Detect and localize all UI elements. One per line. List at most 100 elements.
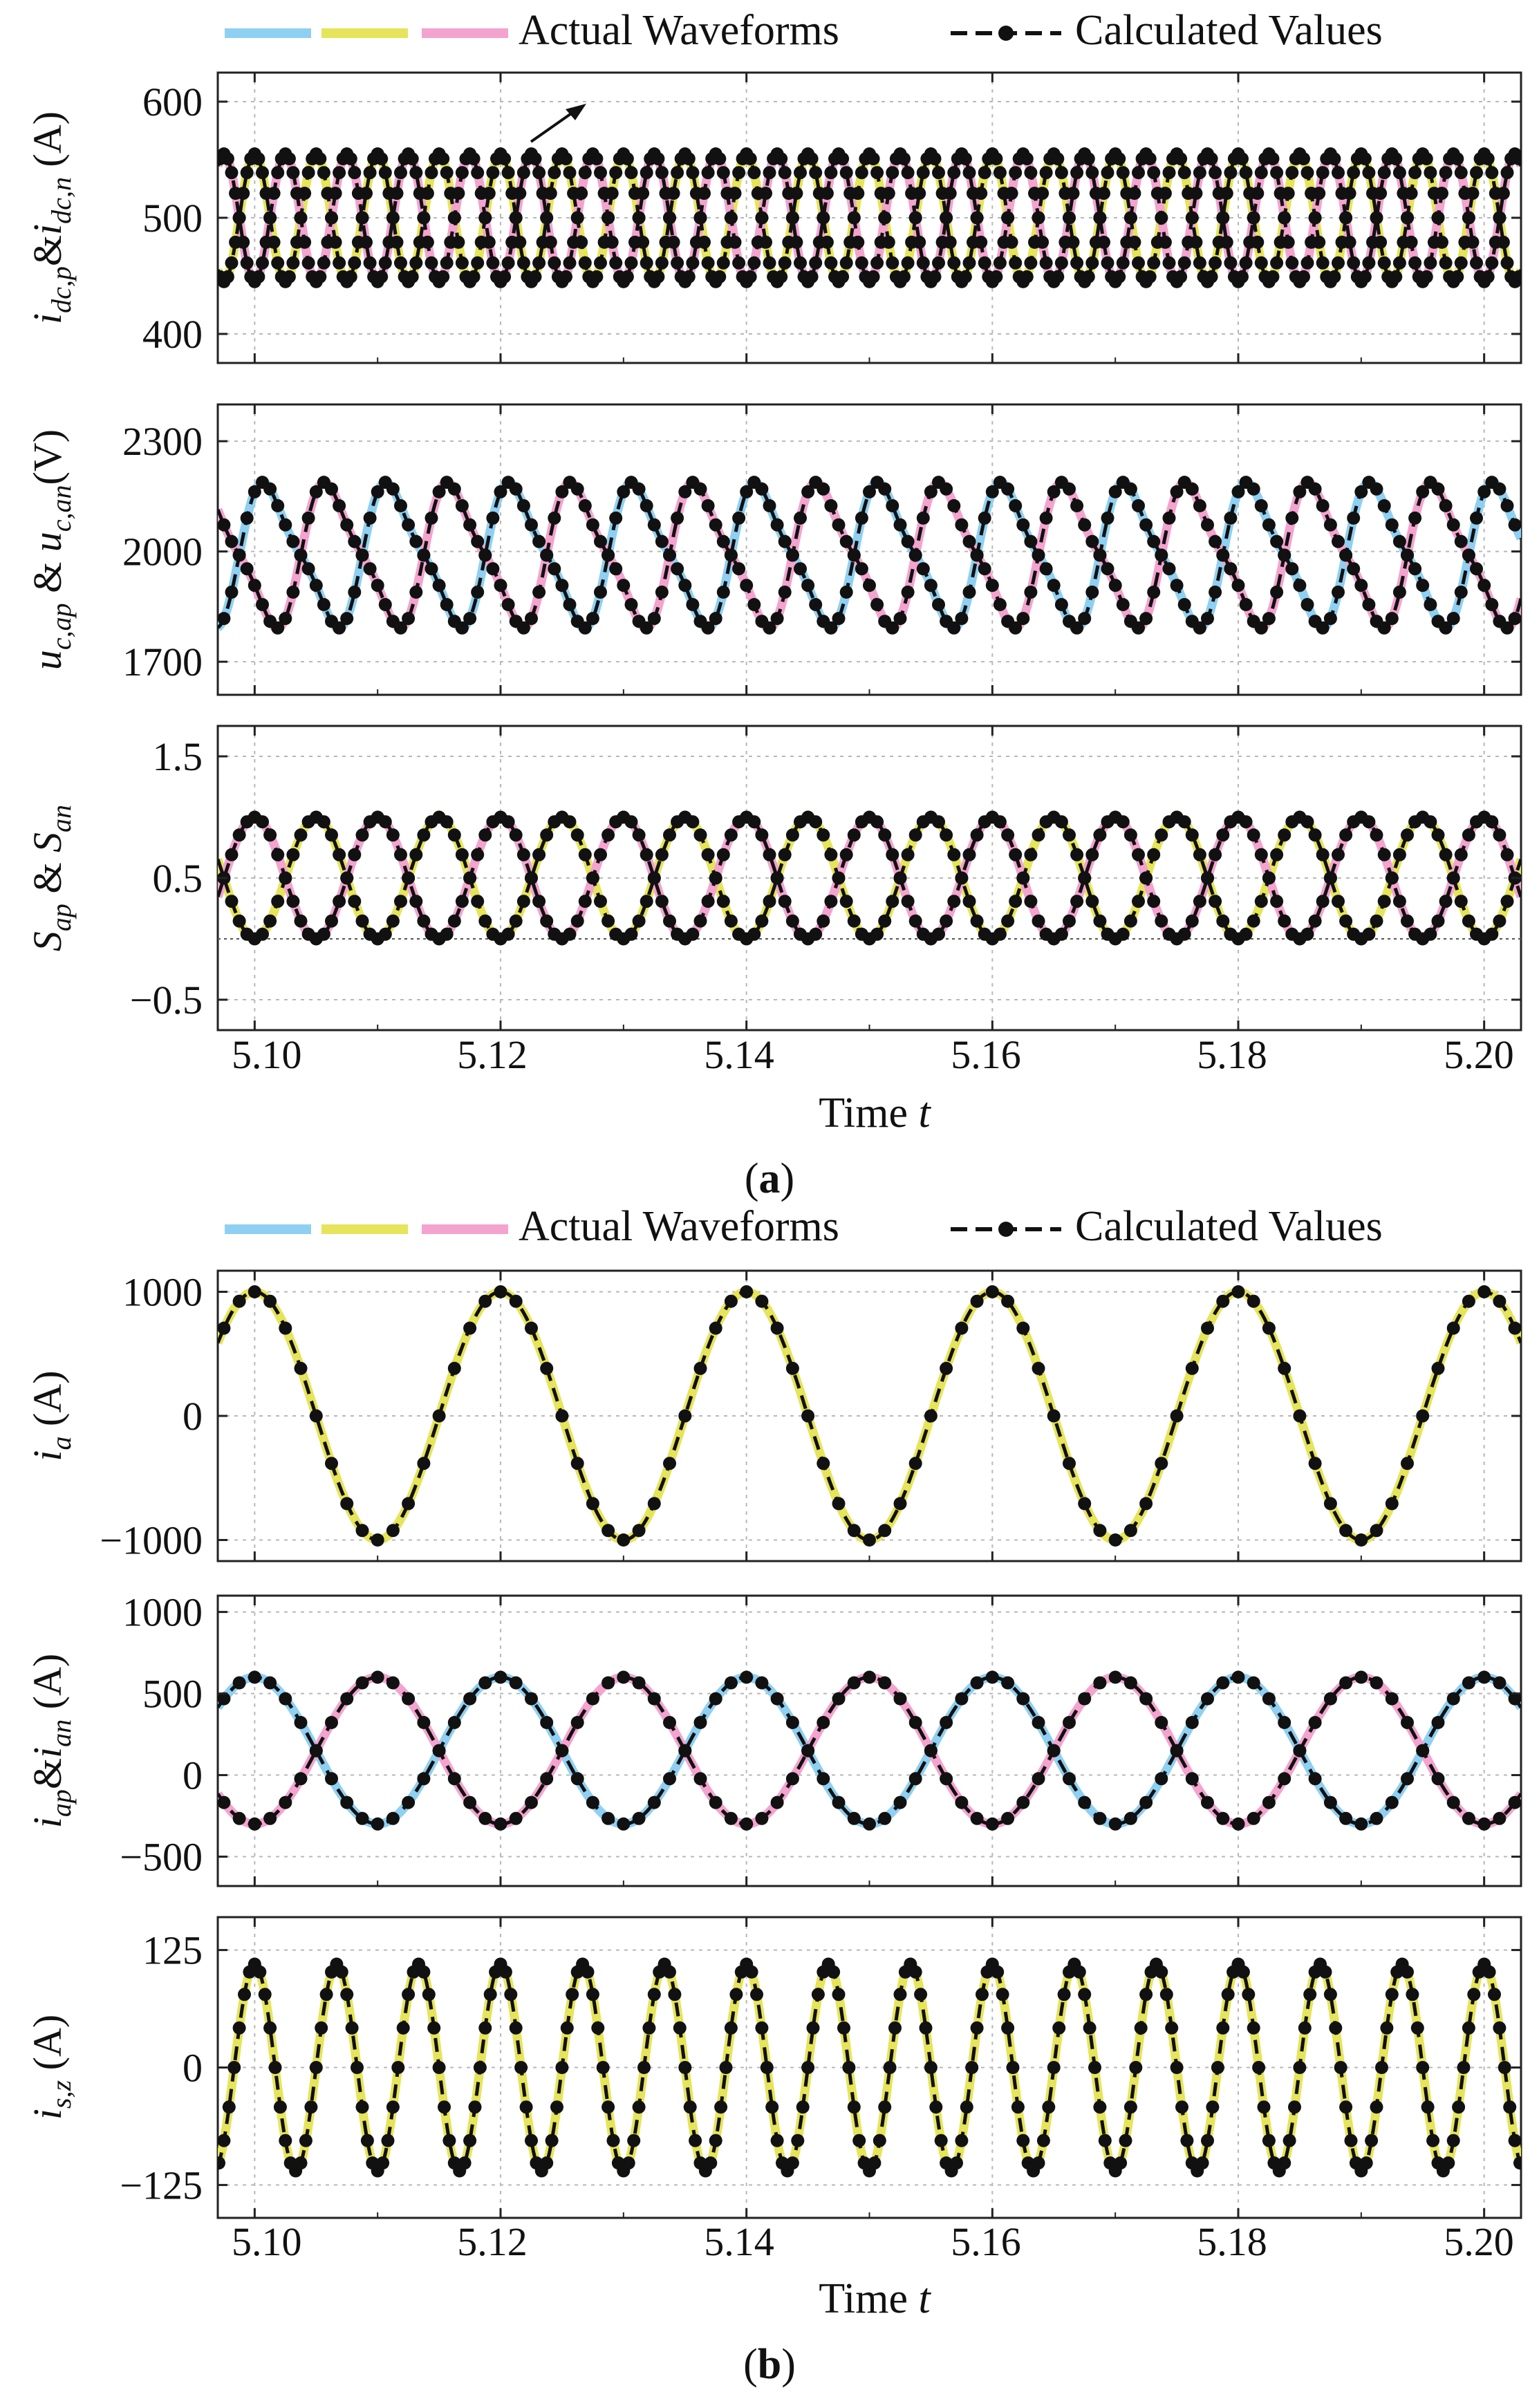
calc-marker (1424, 166, 1437, 180)
calc-marker (294, 2156, 308, 2170)
calc-marker (820, 187, 834, 200)
calc-marker (1063, 828, 1076, 842)
calc-marker (509, 482, 523, 496)
calc-marker (901, 534, 915, 548)
calc-marker (842, 2061, 856, 2074)
calc-marker (1016, 1692, 1030, 1706)
calc-marker (1354, 485, 1368, 498)
calc-marker (1343, 235, 1356, 249)
calc-marker (294, 1772, 308, 1786)
calc-marker (888, 2021, 902, 2035)
calc-marker (1054, 256, 1068, 270)
calc-marker (591, 2021, 605, 2035)
calc-marker (785, 2156, 799, 2170)
calc-marker (263, 2021, 277, 2035)
calc-marker (1009, 256, 1023, 270)
calc-marker (1500, 895, 1514, 908)
calc-marker (1063, 1457, 1076, 1471)
calc-marker (1047, 485, 1061, 498)
calc-marker (1247, 211, 1260, 225)
panel-capacitor-voltages-ylabel: uc,ap & uc,an(V) (25, 429, 77, 670)
calc-marker (655, 586, 669, 599)
calc-marker (1116, 166, 1130, 180)
calc-marker (1278, 1772, 1291, 1786)
calc-marker (868, 2156, 882, 2170)
calc-marker (1385, 1497, 1399, 1511)
calc-marker (970, 2021, 984, 2035)
calc-marker (713, 270, 727, 283)
calc-marker (728, 235, 742, 249)
calc-marker (1339, 548, 1353, 562)
calc-marker (1431, 482, 1445, 496)
calc-marker (1354, 1533, 1368, 1547)
calc-marker (847, 828, 861, 842)
calc-marker (832, 1795, 846, 1809)
panel-capacitor-voltages-yticks: 1700 2000 2300 (122, 419, 1521, 684)
calc-marker (1147, 895, 1161, 908)
calc-marker (751, 235, 765, 249)
calc-marker (647, 1497, 661, 1511)
calc-marker (402, 1692, 416, 1706)
calc-marker (1247, 1676, 1260, 1690)
calc-marker (1500, 499, 1514, 512)
calc-marker (1001, 1294, 1015, 1308)
calc-marker (578, 848, 592, 861)
calc-marker (447, 1772, 461, 1786)
calc-marker (1039, 511, 1053, 525)
calc-marker (955, 1321, 969, 1335)
calc-marker (601, 548, 615, 562)
calc-marker (640, 166, 653, 180)
calc-marker (1063, 1716, 1076, 1729)
calc-marker (1365, 2134, 1379, 2147)
calc-marker (1370, 1811, 1383, 1825)
calc-marker (870, 256, 884, 270)
calc-marker (528, 152, 542, 166)
calc-marker (1072, 1965, 1086, 1979)
calc-marker (978, 511, 991, 525)
calc-marker (555, 2061, 569, 2074)
calc-marker (1032, 914, 1045, 928)
calc-marker (1392, 895, 1406, 908)
calc-marker (817, 482, 830, 496)
calc-marker (970, 211, 984, 225)
calc-marker (747, 815, 761, 829)
calc-marker (763, 256, 776, 270)
calc-marker (1185, 1361, 1199, 1375)
calc-marker (663, 211, 676, 225)
calc-marker (1042, 2100, 1056, 2114)
calc-marker (253, 1965, 267, 1979)
calc-marker (770, 1321, 784, 1335)
calc-marker (509, 1676, 523, 1690)
calc-marker (570, 482, 584, 496)
calc-marker (451, 187, 465, 200)
calc-marker (1300, 927, 1314, 941)
calc-marker (628, 235, 642, 249)
calc-marker (1001, 828, 1015, 842)
calc-marker (525, 1321, 538, 1335)
calc-marker (1132, 621, 1145, 635)
calc-marker (655, 256, 669, 270)
calc-marker (540, 211, 554, 225)
calc-marker (1293, 1744, 1307, 1757)
calc-marker (299, 2134, 313, 2147)
calc-marker (647, 1795, 661, 1809)
calc-marker (447, 1716, 461, 1729)
calc-marker (1312, 187, 1326, 200)
calc-marker (236, 235, 250, 249)
calc-marker (494, 579, 507, 592)
calc-marker (878, 914, 892, 928)
panel-arm-currents-xticks (253, 1596, 1486, 1886)
calc-marker (463, 612, 477, 626)
calc-marker (1123, 1811, 1137, 1825)
calc-marker (886, 848, 899, 861)
calc-marker (478, 548, 492, 562)
calc-marker (1201, 518, 1214, 532)
calc-marker (248, 1817, 261, 1831)
calc-marker (817, 914, 830, 928)
calc-marker (671, 166, 684, 180)
calc-marker (1323, 1795, 1337, 1809)
calc-marker (686, 927, 700, 941)
calc-marker (740, 1670, 754, 1684)
calc-marker (686, 598, 700, 611)
calc-marker (1185, 1716, 1199, 1729)
